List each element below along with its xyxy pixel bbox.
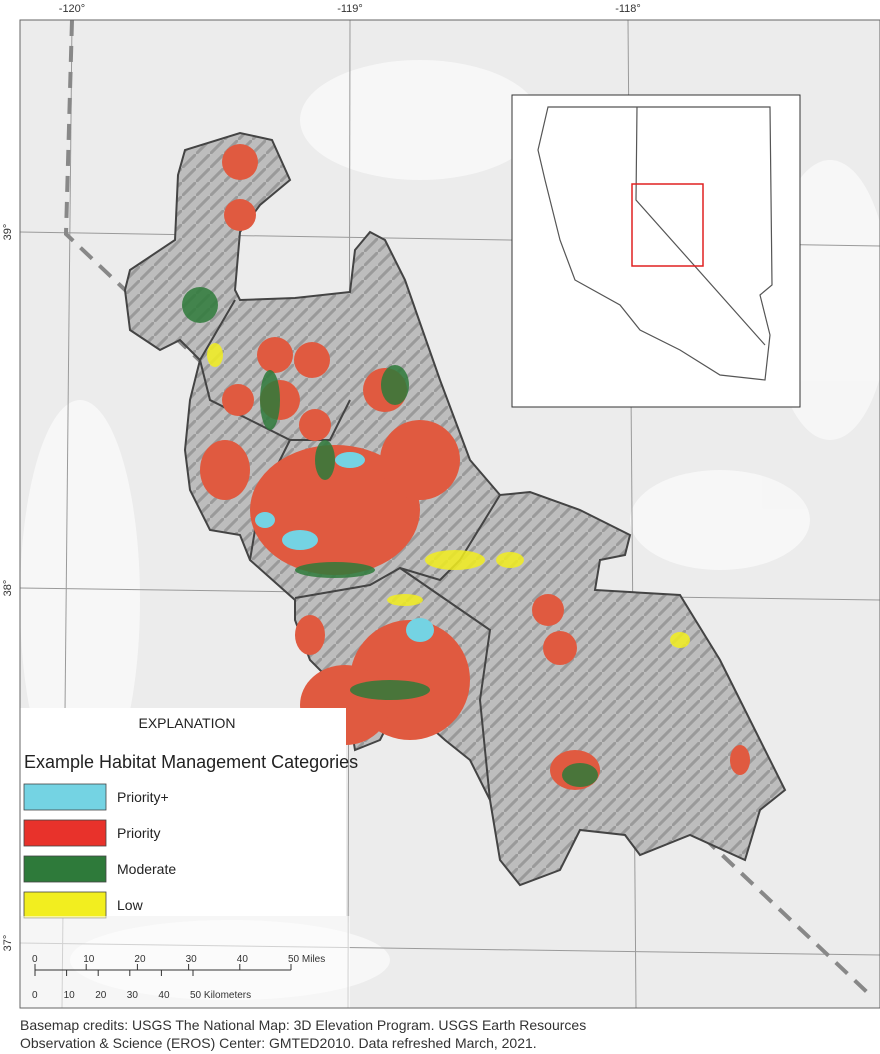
latitude-label: 38° <box>2 580 14 597</box>
legend-title: Example Habitat Management Categories <box>24 752 358 772</box>
legend-box <box>20 708 346 916</box>
legend-swatch <box>23 783 107 811</box>
legend-label: Priority <box>117 825 161 841</box>
map-body: EXPLANATION Example Habitat Management C… <box>20 20 880 1008</box>
scale-label: 30 <box>127 990 139 1001</box>
legend-heading: EXPLANATION <box>139 715 236 731</box>
scale-label: 50 Kilometers <box>190 990 251 1001</box>
longitude-label: -120° <box>59 3 85 15</box>
scale-label: 10 <box>64 990 76 1001</box>
state-boundary <box>63 20 872 997</box>
scale-label: 10 <box>83 954 95 965</box>
study-area <box>123 131 787 887</box>
legend-swatch <box>23 855 107 883</box>
latitude-label: 39° <box>2 224 14 241</box>
scale-label: 0 <box>32 954 38 965</box>
map-frame <box>19 19 880 1009</box>
latitude-label: 37° <box>2 935 14 952</box>
legend-label: Priority+ <box>117 789 169 805</box>
inset-extent <box>631 183 704 267</box>
scale-backdrop <box>20 916 350 1008</box>
scale-label: 20 <box>95 990 107 1001</box>
legend-items: Priority+ Priority Moderate Low <box>23 783 176 919</box>
longitude-label: -118° <box>615 3 641 15</box>
credit-line: Observation & Science (EROS) Center: GMT… <box>20 1035 537 1051</box>
habitat-patches <box>182 144 750 790</box>
scale-label: 30 <box>186 954 198 965</box>
legend-label: Low <box>117 897 144 913</box>
scale-bar: 0 10 20 30 40 50 Miles 0 10 20 30 40 50 Kilometers <box>32 954 325 1001</box>
credit-line: Basemap credits: USGS The National Map: … <box>20 1017 587 1033</box>
legend-swatch <box>23 819 107 847</box>
scale-label: 0 <box>32 990 38 1001</box>
scale-label: 20 <box>134 954 146 965</box>
scale-label: 40 <box>158 990 170 1001</box>
inset-map <box>511 94 801 408</box>
legend-swatch <box>23 891 107 919</box>
legend-label: Moderate <box>117 861 176 877</box>
scale-label: 40 <box>237 954 249 965</box>
scale-label: 50 Miles <box>288 954 325 965</box>
longitude-label: -119° <box>337 3 363 15</box>
graticule-labels: -120° -119° -118° 39° 38° 37° <box>2 3 641 951</box>
